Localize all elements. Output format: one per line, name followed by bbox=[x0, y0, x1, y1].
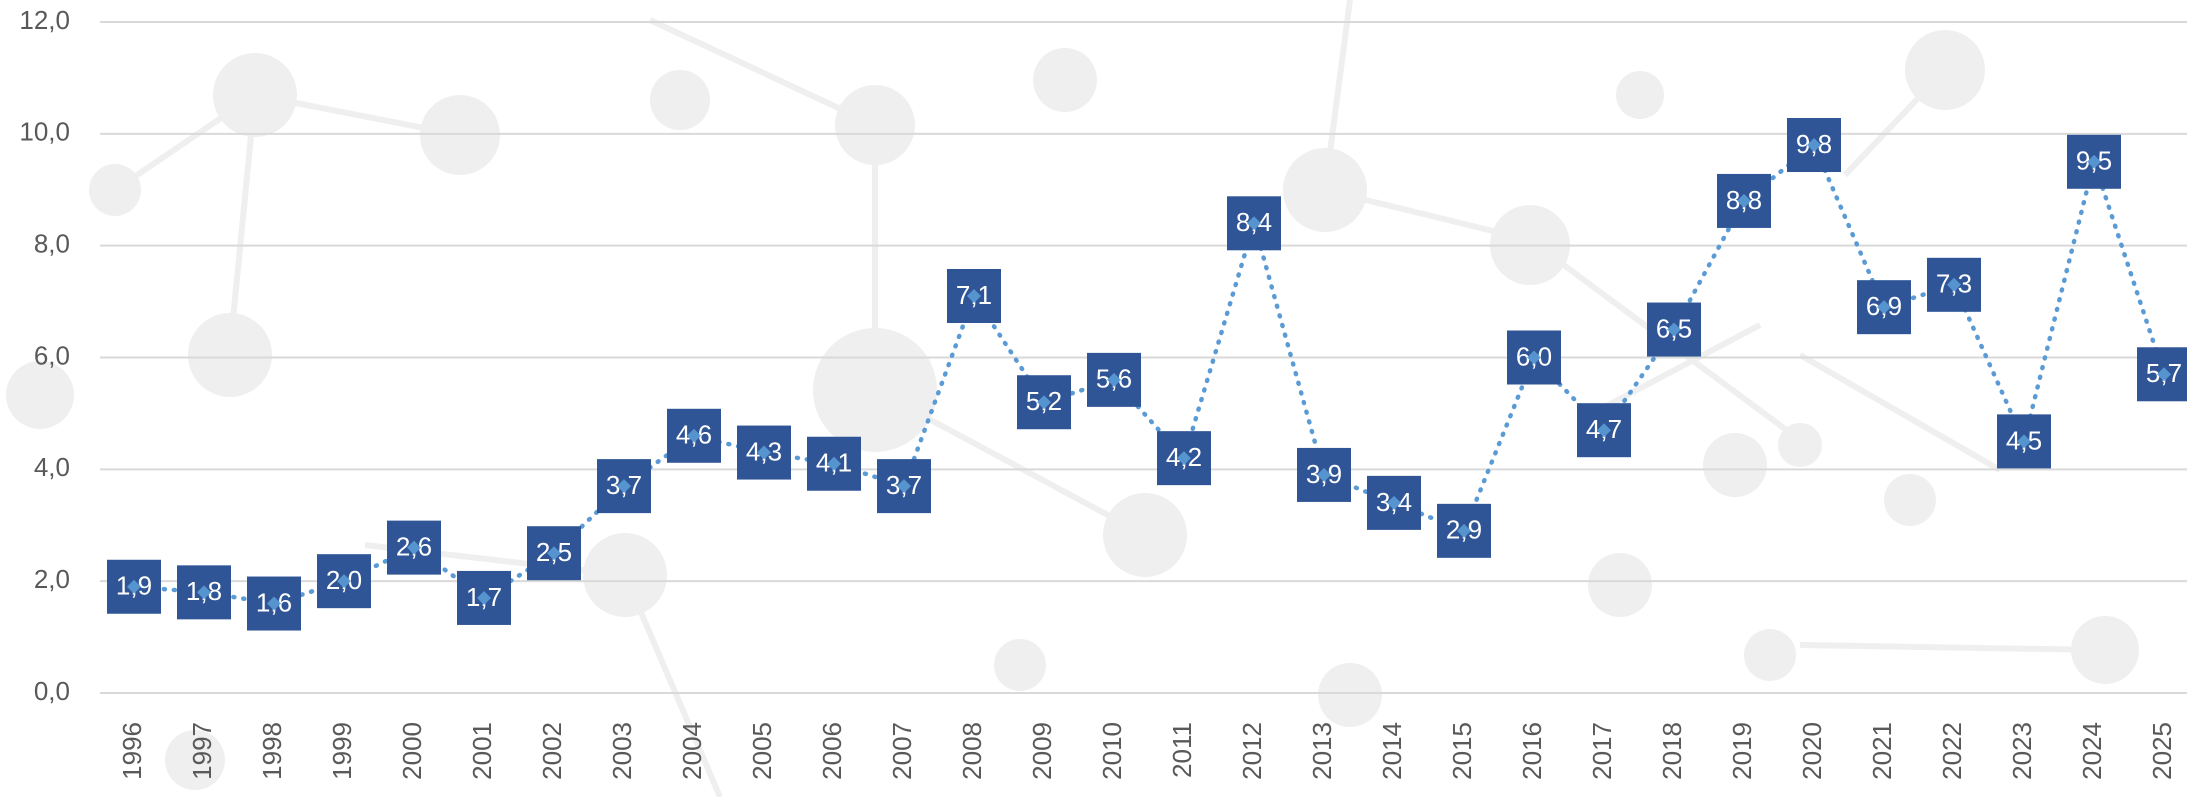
x-tick-label: 2003 bbox=[607, 722, 637, 780]
x-tick-label: 2001 bbox=[467, 722, 497, 780]
x-tick-label: 2005 bbox=[747, 722, 777, 780]
x-tick-label: 1998 bbox=[257, 722, 287, 780]
x-tick-label: 2025 bbox=[2147, 722, 2177, 780]
y-tick-label: 0,0 bbox=[34, 676, 70, 706]
x-tick-label: 2022 bbox=[1937, 722, 1967, 780]
x-tick-label: 2011 bbox=[1167, 722, 1197, 778]
x-tick-label: 2004 bbox=[677, 722, 707, 780]
x-tick-label: 2006 bbox=[817, 722, 847, 780]
x-tick-label: 2013 bbox=[1307, 722, 1337, 780]
x-tick-label: 2024 bbox=[2077, 722, 2107, 780]
x-tick-label: 2000 bbox=[397, 722, 427, 780]
y-tick-label: 4,0 bbox=[34, 452, 70, 482]
x-tick-label: 2019 bbox=[1727, 722, 1757, 780]
x-tick-label: 2009 bbox=[1027, 722, 1057, 780]
x-tick-label: 2010 bbox=[1097, 722, 1127, 780]
y-tick-label: 12,0 bbox=[19, 5, 70, 35]
y-tick-label: 10,0 bbox=[19, 117, 70, 147]
x-tick-label: 2002 bbox=[537, 722, 567, 780]
y-tick-label: 6,0 bbox=[34, 340, 70, 370]
x-tick-label: 2016 bbox=[1517, 722, 1547, 780]
x-tick-label: 2007 bbox=[887, 722, 917, 780]
x-tick-label: 2018 bbox=[1657, 722, 1687, 780]
y-tick-label: 8,0 bbox=[34, 229, 70, 259]
x-tick-label: 2015 bbox=[1447, 722, 1477, 780]
x-tick-label: 1999 bbox=[327, 722, 357, 780]
x-tick-label: 2023 bbox=[2007, 722, 2037, 780]
x-tick-label: 2012 bbox=[1237, 722, 1267, 780]
x-tick-label: 2008 bbox=[957, 722, 987, 780]
chart: 0,0 2,0 4,0 6,0 8,0 10,0 12,0 1996 1997 1998 1999 2… bbox=[0, 0, 2187, 797]
x-tick-label: 1997 bbox=[187, 722, 217, 780]
x-tick-label: 1996 bbox=[117, 722, 147, 780]
x-tick-label: 2017 bbox=[1587, 722, 1617, 780]
y-tick-label: 2,0 bbox=[34, 564, 70, 594]
x-tick-label: 2014 bbox=[1377, 722, 1407, 780]
x-tick-label: 2021 bbox=[1867, 722, 1897, 780]
x-tick-label: 2020 bbox=[1797, 722, 1827, 780]
